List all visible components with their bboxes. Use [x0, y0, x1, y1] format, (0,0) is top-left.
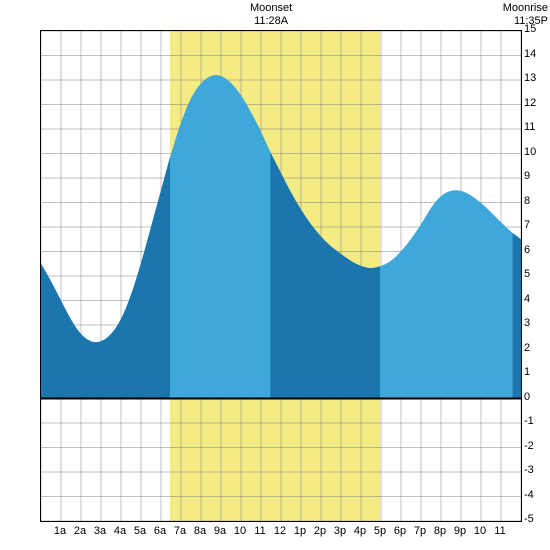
y-tick-label: 0 [524, 391, 549, 403]
x-tick-label: 7a [170, 525, 190, 537]
chart-svg [41, 31, 521, 521]
x-tick-label: 8a [190, 525, 210, 537]
x-tick-label: 1p [290, 525, 310, 537]
y-tick-label: -1 [524, 415, 549, 427]
y-tick-label: 2 [524, 342, 549, 354]
y-tick-label: -5 [524, 513, 549, 525]
y-tick-label: 7 [524, 219, 549, 231]
x-tick-label: 6a [150, 525, 170, 537]
y-tick-label: 4 [524, 293, 549, 305]
x-tick-label: 9p [450, 525, 470, 537]
y-tick-label: -3 [524, 464, 549, 476]
moonset-title: Moonset [250, 2, 292, 15]
y-tick-label: 13 [524, 72, 549, 84]
x-tick-label: 2a [70, 525, 90, 537]
y-tick-label: 15 [524, 23, 549, 35]
y-tick-label: -4 [524, 489, 549, 501]
y-tick-label: 9 [524, 170, 549, 182]
x-tick-label: 3a [90, 525, 110, 537]
tide-chart-container: Moonset 11:28A Moonrise 11:35P -5-4-3-2-… [0, 0, 550, 550]
y-tick-label: -2 [524, 440, 549, 452]
y-tick-label: 10 [524, 146, 549, 158]
moonrise-title: Moonrise [503, 2, 548, 15]
chart-plot-area [40, 30, 522, 522]
moonset-label: Moonset 11:28A [250, 2, 292, 28]
y-tick-label: 3 [524, 317, 549, 329]
y-tick-label: 6 [524, 244, 549, 256]
x-tick-label: 5a [130, 525, 150, 537]
x-tick-label: 7p [410, 525, 430, 537]
x-tick-label: 12 [270, 525, 290, 537]
y-tick-label: 14 [524, 48, 549, 60]
y-tick-label: 5 [524, 268, 549, 280]
y-tick-label: 11 [524, 121, 549, 133]
x-tick-label: 4p [350, 525, 370, 537]
x-tick-label: 1a [50, 525, 70, 537]
x-tick-label: 6p [390, 525, 410, 537]
x-tick-label: 11 [250, 525, 270, 537]
x-tick-label: 2p [310, 525, 330, 537]
x-tick-label: 10 [230, 525, 250, 537]
x-tick-label: 3p [330, 525, 350, 537]
x-tick-label: 5p [370, 525, 390, 537]
x-tick-label: 10 [470, 525, 490, 537]
x-tick-label: 4a [110, 525, 130, 537]
moonset-time: 11:28A [250, 15, 292, 28]
y-tick-label: 1 [524, 366, 549, 378]
x-tick-label: 8p [430, 525, 450, 537]
x-tick-label: 9a [210, 525, 230, 537]
x-tick-label: 11 [490, 525, 510, 537]
y-tick-label: 12 [524, 97, 549, 109]
y-tick-label: 8 [524, 195, 549, 207]
